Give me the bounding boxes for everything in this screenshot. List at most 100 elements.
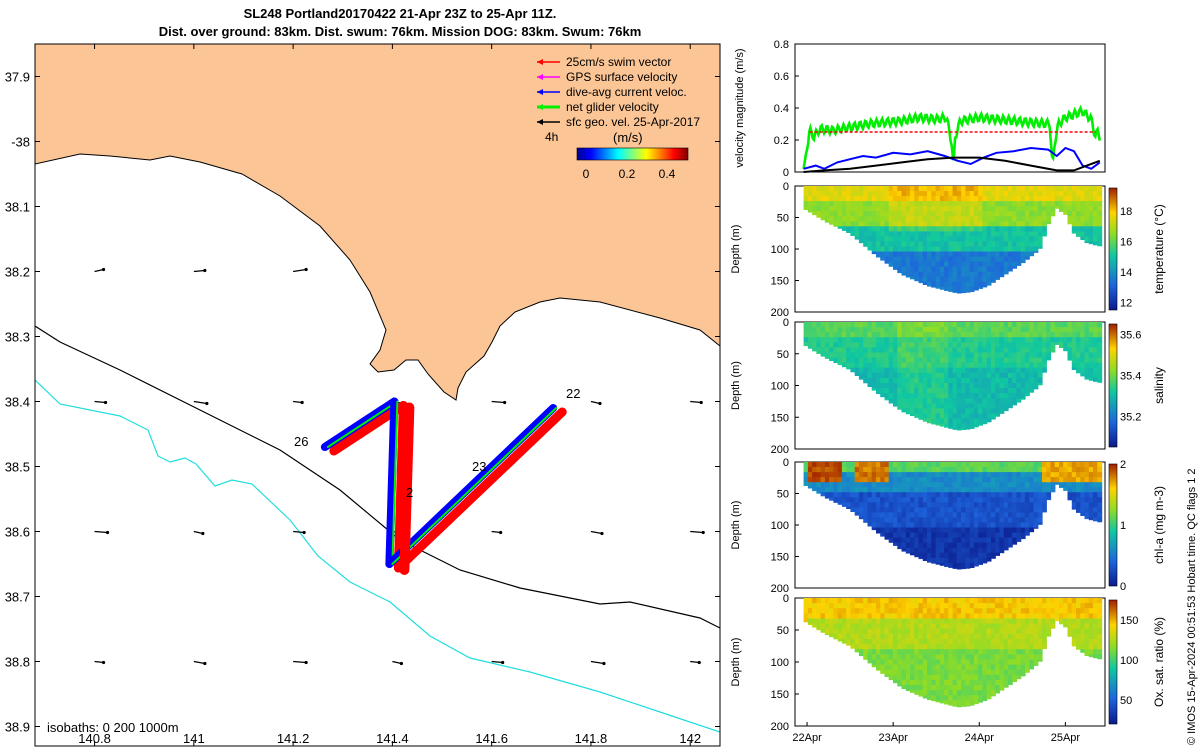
section-cell <box>893 628 898 635</box>
section-cell <box>1080 628 1086 635</box>
section-cell <box>867 347 873 354</box>
section-cell <box>884 377 890 384</box>
section-cell <box>850 367 856 373</box>
section-cell <box>927 649 932 655</box>
section-cell <box>893 357 898 364</box>
section-cell <box>1007 393 1013 399</box>
section-cell <box>956 241 962 247</box>
section-cell <box>990 557 996 559</box>
section-cell <box>910 623 915 630</box>
section-cell <box>867 608 873 614</box>
section-cell <box>1037 502 1043 508</box>
section-cell <box>1046 327 1052 333</box>
section-cell <box>1042 623 1047 630</box>
colorbar-tick-label: 100 <box>1120 655 1138 667</box>
section-cell <box>901 221 907 227</box>
section-cell <box>995 206 1000 212</box>
section-cell <box>1059 332 1064 338</box>
section-cell <box>982 347 988 354</box>
section-cell <box>1037 512 1043 518</box>
section-cell <box>1046 608 1052 614</box>
section-cell <box>948 206 954 212</box>
section-cell <box>888 623 894 630</box>
section-cell <box>948 241 954 247</box>
section-cell <box>1033 659 1039 666</box>
section-cell <box>939 557 945 564</box>
section-cell <box>897 467 903 473</box>
section-cell <box>969 403 975 409</box>
section-cell <box>1037 201 1043 207</box>
section-cell <box>863 487 869 493</box>
section-cell <box>927 196 932 202</box>
land-polygon <box>35 44 720 401</box>
section-cell <box>986 532 992 539</box>
section-cell <box>935 276 941 283</box>
section-cell <box>876 649 881 655</box>
section-cell <box>1029 517 1035 523</box>
section-cell <box>897 603 903 609</box>
section-cell <box>1016 398 1022 403</box>
geo-vel-arrowhead <box>203 268 207 273</box>
section-cell <box>973 266 979 273</box>
section-cell <box>978 332 983 338</box>
section-cell <box>999 532 1005 539</box>
section-cell <box>897 497 903 503</box>
section-cell <box>1097 352 1103 359</box>
section-cell <box>833 347 839 354</box>
section-cell <box>973 327 979 333</box>
section-cell <box>973 352 979 359</box>
section-cell <box>918 608 924 614</box>
section-cell <box>986 403 992 409</box>
section-cell <box>905 372 911 379</box>
section-cell <box>961 690 966 696</box>
section-cell <box>990 221 996 227</box>
section-cell <box>1020 487 1026 493</box>
section-cell <box>876 613 881 620</box>
section-cell <box>914 322 920 328</box>
section-cell <box>995 408 1000 415</box>
section-cell <box>973 603 979 609</box>
section-cell <box>918 487 924 493</box>
section-cell <box>897 487 903 493</box>
section-cell <box>888 633 894 640</box>
section-cell <box>1007 502 1013 508</box>
section-cell <box>871 327 877 333</box>
section-cell <box>905 512 911 518</box>
section-cell <box>973 502 979 508</box>
section-cell <box>931 664 937 671</box>
section-cell <box>922 276 928 283</box>
section-cell <box>978 398 983 404</box>
section-cell <box>1093 357 1098 364</box>
section-cell <box>969 497 975 503</box>
section-cell <box>897 462 903 468</box>
section-cell <box>990 231 996 237</box>
section-cell <box>1016 191 1022 197</box>
section-cell <box>935 679 941 686</box>
geo-vel-arrowhead <box>699 400 703 405</box>
section-cell <box>914 241 920 247</box>
section-cell <box>939 532 945 539</box>
section-cell <box>1050 342 1056 348</box>
section-cell <box>854 236 860 240</box>
section-cell <box>973 477 979 483</box>
section-cell <box>935 472 941 478</box>
section-cell <box>973 659 979 666</box>
section-cell <box>884 352 890 359</box>
section-cell <box>1012 221 1018 227</box>
section-cell <box>973 633 979 640</box>
section-cell <box>1037 342 1043 348</box>
section-cell <box>990 383 996 389</box>
section-cell <box>1059 462 1064 468</box>
section-cell <box>1046 472 1052 478</box>
section-cell <box>1084 477 1090 483</box>
section-cell <box>1020 669 1026 676</box>
section-cell <box>956 685 962 691</box>
section-cell <box>918 216 924 222</box>
section-cell <box>948 322 954 328</box>
section-cell <box>1016 251 1022 258</box>
velocity-series-line <box>803 156 1101 173</box>
section-cell <box>1007 537 1013 544</box>
section-cell <box>893 261 898 268</box>
section-cell <box>939 322 945 328</box>
section-cell <box>1050 337 1056 343</box>
